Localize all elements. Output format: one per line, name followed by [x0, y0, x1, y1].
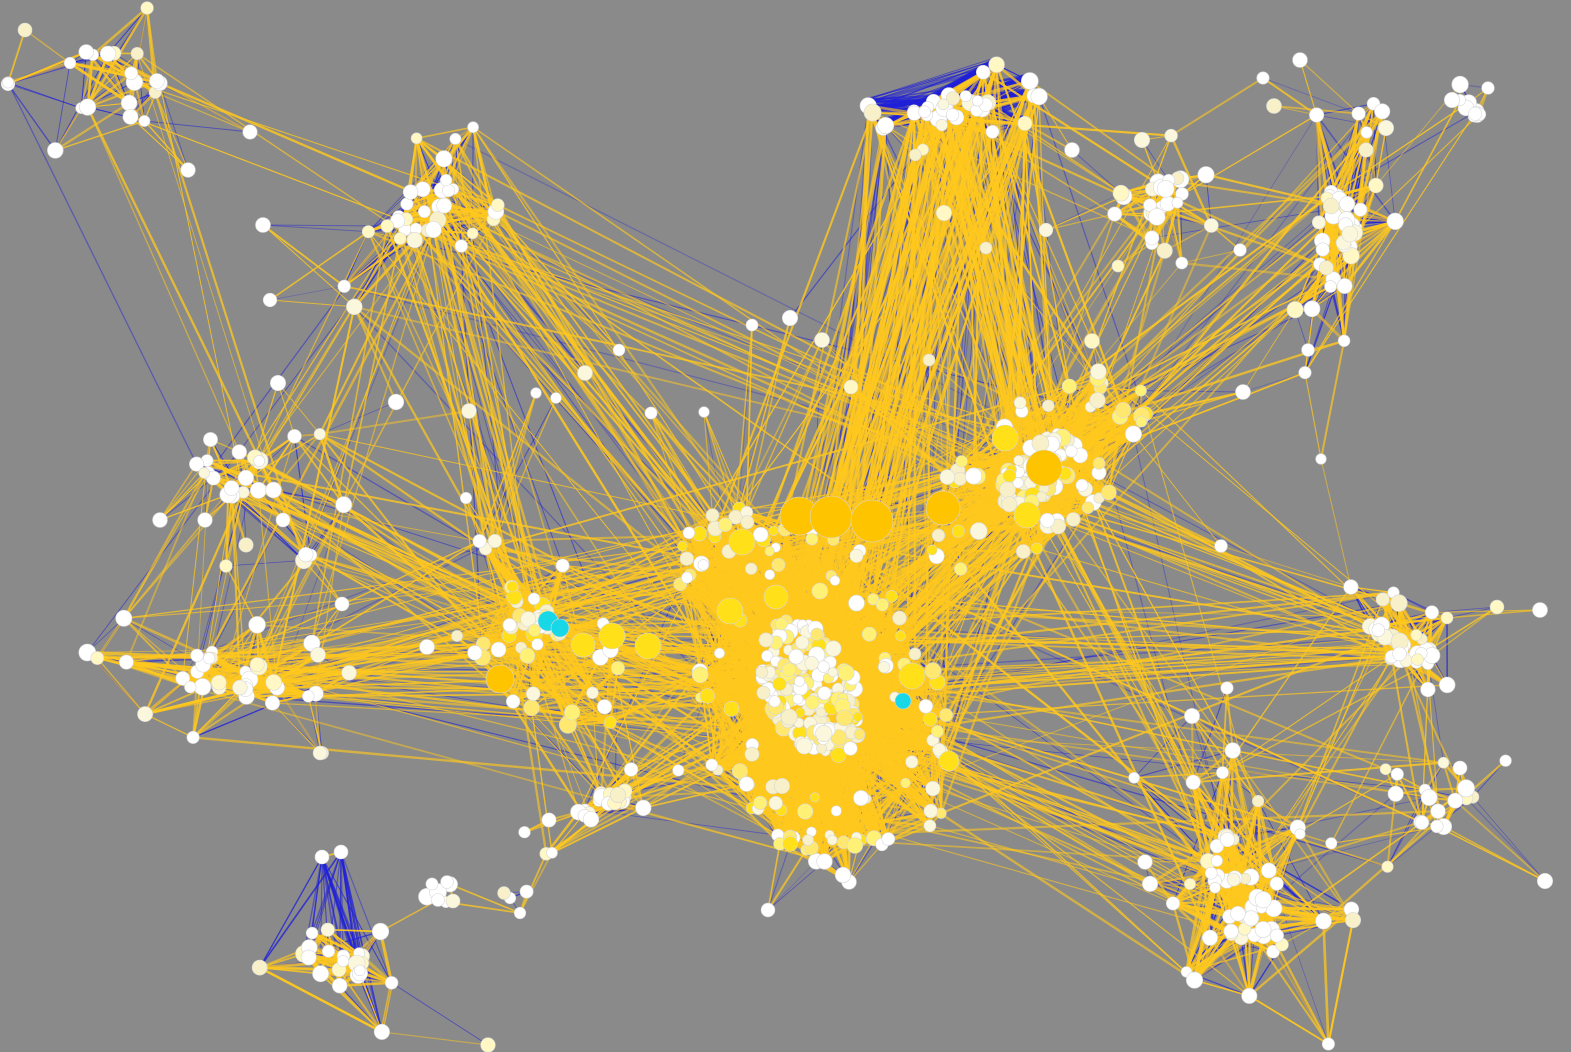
gold-edge-layer — [7, 7, 1546, 1046]
